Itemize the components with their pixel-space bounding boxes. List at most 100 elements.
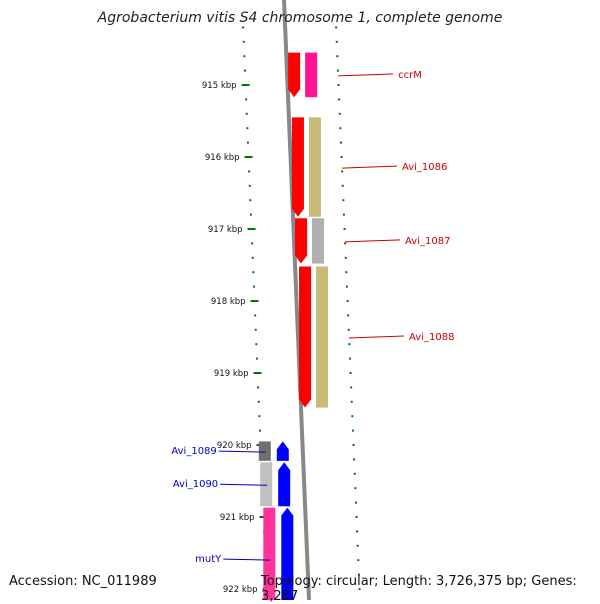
gene-bar-avi_1090[interactable]	[260, 462, 273, 507]
gene-bar-avi_1087[interactable]	[312, 218, 325, 264]
gene-label-avi_1088[interactable]: Avi_1088	[409, 332, 454, 343]
gene-bar-muty[interactable]	[263, 507, 276, 600]
scale-dot-left	[250, 228, 253, 230]
scale-dot-left	[258, 415, 261, 418]
gene-arrow-avi_1089[interactable]	[276, 441, 289, 461]
scale-tick-label: 919 kbp	[214, 369, 249, 379]
accession-text: Accession: NC_011989	[9, 574, 157, 589]
scale-dot-right	[338, 112, 341, 115]
scale-dot-left	[242, 26, 245, 29]
scale-dot-right	[344, 256, 347, 259]
scale-dot-right	[342, 213, 345, 216]
scale-dot-left	[251, 256, 254, 259]
gene-arrow-muty[interactable]	[281, 507, 294, 600]
genome-backbone	[281, 0, 312, 600]
scale-dot-right	[339, 141, 342, 144]
scale-dot-left	[255, 343, 258, 346]
scale-tick-label: 918 kbp	[211, 297, 246, 307]
gene-leader-line	[345, 239, 401, 243]
scale-dot-right	[354, 501, 357, 504]
scale-dot-left	[248, 184, 251, 187]
gene-track	[258, 52, 329, 600]
gene-arrow-avi_1090[interactable]	[278, 462, 291, 507]
gene-arrow-avi_1087[interactable]	[295, 218, 308, 264]
scale-dot-right	[339, 127, 342, 130]
gene-label-ccrm[interactable]: ccrM	[398, 70, 422, 81]
scale-dot-right	[337, 84, 340, 86]
scale-dot-left	[245, 98, 248, 101]
scale-dot-left	[243, 69, 246, 72]
gene-leader-line	[220, 483, 268, 486]
scale-dot-right	[347, 328, 350, 331]
map-title: Agrobacterium vitis S4 chromosome 1, com…	[97, 10, 503, 26]
scale-dot-right	[345, 271, 348, 274]
gene-label-avi_1086[interactable]: Avi_1086	[402, 162, 447, 173]
scale-dot-right	[348, 343, 351, 346]
scale-dot-left	[251, 242, 254, 245]
scale-dot-right	[335, 26, 338, 29]
gene-bar-avi_1088[interactable]	[316, 266, 329, 408]
scale-dot-right	[354, 487, 357, 490]
gene-bar-avi_1089[interactable]	[258, 441, 271, 461]
scale-dot-right	[356, 544, 359, 547]
scale-dot-left	[256, 372, 259, 374]
gene-leader-line	[338, 73, 394, 77]
scale-dot-right	[343, 228, 346, 230]
scale-tick-label: 917 kbp	[208, 225, 243, 235]
gene-arrow-avi_1088[interactable]	[299, 266, 312, 408]
scale-dot-left	[242, 40, 245, 43]
scale-dot-right	[355, 516, 358, 518]
scale-dot-right	[351, 429, 354, 432]
scale-dot-right	[346, 300, 349, 302]
scale-dot-right	[345, 285, 348, 288]
gene-leader-line	[218, 450, 266, 453]
gene-label-muty[interactable]: mutY	[195, 554, 222, 565]
scale-dot-left	[244, 84, 247, 86]
scale-dot-left	[253, 300, 256, 302]
scale-dot-right	[350, 400, 353, 403]
scale-tick-label: 920 kbp	[217, 441, 252, 451]
gene-leader-line	[223, 558, 271, 561]
scale-dot-right	[352, 444, 355, 446]
gene-label-avi_1090[interactable]: Avi_1090	[173, 479, 218, 490]
scale-dot-right	[353, 458, 356, 461]
scale-dot-right	[335, 40, 338, 43]
gene-arrow-avi_1086[interactable]	[291, 117, 304, 217]
gene-bar-ccrm[interactable]	[305, 52, 318, 98]
scale-dot-right	[340, 156, 343, 158]
gene-labels: ccrM Avi_1086 Avi_1087 Avi_1088 Avi_1089 Avi_…	[171, 70, 454, 565]
scale-dot-left	[252, 271, 255, 274]
scale-dot-right	[356, 530, 359, 533]
scale-dot-right	[342, 199, 345, 202]
scale-dot-right	[349, 372, 352, 374]
scale-dot-left	[252, 285, 255, 288]
scale-dot-right	[338, 98, 341, 101]
gene-label-avi_1089[interactable]: Avi_1089	[171, 446, 216, 457]
scale-dot-left	[257, 386, 260, 389]
gene-leader-line	[341, 165, 397, 169]
scale-tick-label: 922 kbp	[223, 585, 258, 595]
scale-dot-right	[347, 314, 350, 317]
scale-dot-right	[336, 69, 339, 72]
gene-bar-avi_1086[interactable]	[308, 117, 321, 217]
scale-dot-left	[247, 156, 250, 158]
kbp-scale: 915 kbp 916 kbp 917 kbp 918 kbp 919 kbp 920 k…	[202, 26, 361, 595]
scale-dot-left	[249, 213, 252, 216]
gene-label-avi_1087[interactable]: Avi_1087	[405, 236, 450, 247]
scale-dot-left	[255, 357, 258, 360]
scale-dot-right	[351, 415, 354, 418]
scale-tick-label: 915 kbp	[202, 81, 237, 91]
scale-dot-left	[246, 127, 249, 130]
scale-dot-left	[248, 170, 251, 173]
scale-dot-left	[249, 199, 252, 202]
gene-arrow-ccrm[interactable]	[288, 52, 301, 98]
scale-dot-right	[357, 559, 360, 562]
scale-dot-right	[341, 184, 344, 187]
scale-tick-label: 916 kbp	[205, 153, 240, 163]
scale-dot-left	[254, 314, 257, 317]
scale-dot-left	[243, 55, 246, 58]
scale-dot-right	[350, 386, 353, 389]
scale-dot-right	[341, 170, 344, 173]
scale-dot-right	[348, 357, 351, 360]
